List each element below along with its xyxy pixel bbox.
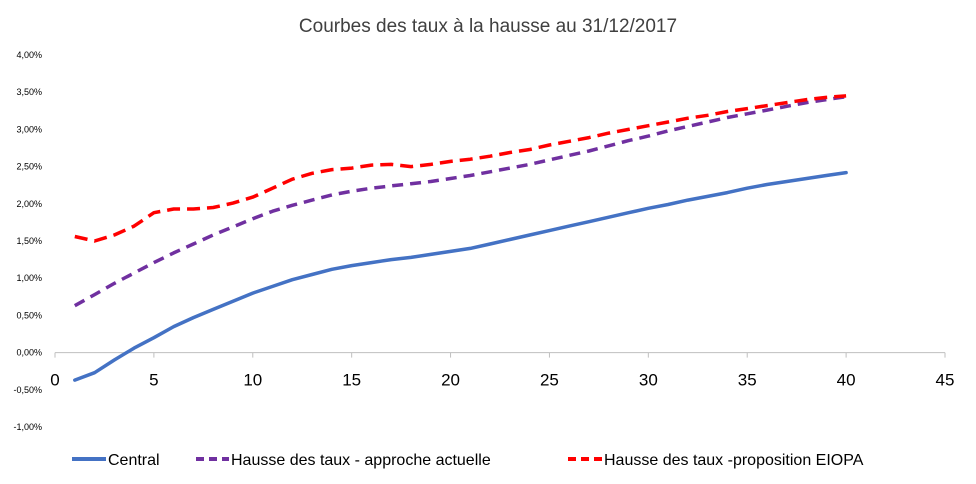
series-line-2 xyxy=(73,94,847,308)
y-tick-label: 3,00% xyxy=(16,124,42,134)
x-tick-label: 20 xyxy=(441,371,460,390)
y-tick-label: 3,50% xyxy=(16,87,42,97)
x-tick-label: 40 xyxy=(837,371,856,390)
y-axis-ticks: -1,00% -0,50% 0,00% 0,50% 1,00% 1,50% 2,00% 2,5… xyxy=(13,50,42,432)
y-tick-label: -0,50% xyxy=(13,385,42,395)
legend-label-3: Hausse des taux -proposition EIOPA xyxy=(604,452,864,469)
legend-label-2: Hausse des taux - approche actuelle xyxy=(231,452,491,469)
x-tick-label: 10 xyxy=(243,371,262,390)
chart-title: Courbes des taux à la hausse au 31/12/20… xyxy=(299,16,677,37)
series-lines xyxy=(73,94,848,382)
x-axis-ticks: 0 5 10 15 20 25 30 35 40 45 xyxy=(50,371,954,390)
y-tick-label: 0,00% xyxy=(16,348,42,358)
y-tick-label: 2,50% xyxy=(16,162,42,172)
x-tick-label: 0 xyxy=(50,371,59,390)
x-tick-label: 45 xyxy=(936,371,955,390)
x-tick-label: 15 xyxy=(342,371,361,390)
y-tick-label: 2,00% xyxy=(16,199,42,209)
x-tick-label: 30 xyxy=(639,371,658,390)
series-line-3 xyxy=(74,94,847,243)
legend-label-1: Central xyxy=(108,452,160,469)
y-tick-label: -1,00% xyxy=(13,422,42,432)
x-tick-label: 35 xyxy=(738,371,757,390)
y-tick-label: 4,00% xyxy=(16,50,42,60)
x-tick-label: 5 xyxy=(149,371,158,390)
legend: Central Hausse des taux - approche actuel… xyxy=(72,452,864,469)
series-line-1 xyxy=(73,170,848,382)
x-axis xyxy=(54,352,946,358)
y-tick-label: 1,00% xyxy=(16,273,42,283)
x-tick-label: 25 xyxy=(540,371,559,390)
y-tick-label: 0,50% xyxy=(16,310,42,320)
y-tick-label: 1,50% xyxy=(16,236,42,246)
